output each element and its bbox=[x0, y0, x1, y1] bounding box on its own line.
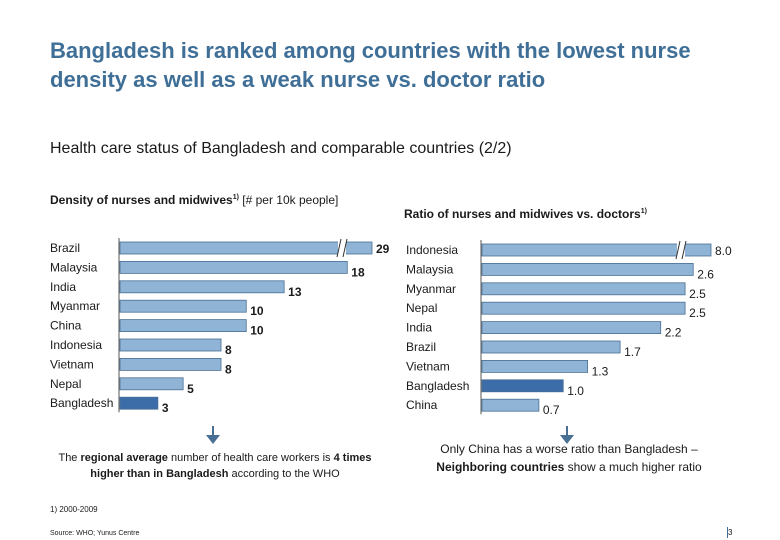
left-bar bbox=[119, 357, 222, 371]
left-chart-conclusion: The regional average number of health ca… bbox=[50, 450, 380, 482]
right-bar bbox=[481, 321, 662, 335]
page-number: 3 bbox=[728, 528, 733, 537]
left-axis-break-mark bbox=[336, 238, 342, 258]
left-chart-title: Density of nurses and midwives1) [# per … bbox=[50, 190, 370, 208]
left-bar bbox=[119, 260, 348, 274]
right-chart-conclusion: Only China has a worse ratio than Bangla… bbox=[414, 440, 724, 476]
left-category-label: Myanmar bbox=[50, 299, 100, 313]
right-note-line1: Only China has a worse ratio than Bangla… bbox=[440, 442, 698, 456]
left-value-label: 13 bbox=[288, 285, 302, 299]
left-note-part-c: number of health care workers is bbox=[167, 452, 334, 464]
right-arrow-head bbox=[560, 435, 574, 444]
left-value-label: 18 bbox=[351, 265, 365, 279]
right-category-label: Nepal bbox=[406, 301, 437, 315]
right-bar bbox=[481, 301, 686, 315]
right-value-label: 1.3 bbox=[592, 364, 609, 378]
left-value-label: 8 bbox=[225, 343, 232, 357]
left-category-label: Indonesia bbox=[50, 338, 102, 352]
left-bar bbox=[119, 396, 159, 410]
right-category-label: India bbox=[406, 321, 432, 335]
left-bar bbox=[119, 338, 222, 352]
left-down-arrow bbox=[206, 426, 220, 444]
right-bar bbox=[481, 262, 694, 276]
right-value-label: 1.7 bbox=[624, 345, 641, 359]
left-category-label: Nepal bbox=[50, 377, 81, 391]
left-category-label: India bbox=[50, 280, 76, 294]
left-chart-title-unit: [# per 10k people] bbox=[238, 193, 339, 207]
left-bar bbox=[119, 299, 247, 313]
right-value-label: 2.5 bbox=[689, 306, 706, 320]
page-number-divider bbox=[727, 527, 728, 538]
right-value-label: 2.6 bbox=[697, 267, 714, 281]
left-category-label: China bbox=[50, 319, 82, 333]
right-axis-break-mark bbox=[675, 240, 681, 260]
left-value-label: 10 bbox=[250, 324, 264, 338]
source-note: Source: WHO; Yunus Centre bbox=[50, 530, 140, 537]
right-chart-title-main: Ratio of nurses and midwives vs. doctors bbox=[404, 207, 641, 221]
right-category-label: Myanmar bbox=[406, 282, 456, 296]
page-title: Bangladesh is ranked among countries wit… bbox=[50, 38, 691, 92]
right-category-label: China bbox=[406, 398, 438, 412]
right-bar bbox=[481, 379, 564, 393]
right-bar bbox=[481, 243, 712, 257]
left-bar-chart: Brazil 29 Malaysia 18 India 13 Myanmar 10 China 1… bbox=[50, 238, 390, 415]
left-value-label: 10 bbox=[250, 304, 264, 318]
left-note-part-d: 4 times higher than in Bangladesh bbox=[90, 452, 372, 480]
right-category-label: Brazil bbox=[406, 340, 436, 354]
left-chart-title-footnote-mark: 1) bbox=[232, 194, 239, 201]
right-value-label: 2.5 bbox=[689, 287, 706, 301]
left-axis-break-gap bbox=[338, 239, 346, 257]
right-chart-title-footnote-mark: 1) bbox=[640, 208, 647, 215]
left-category-label: Malaysia bbox=[50, 260, 98, 274]
footnote: 1) 2000-2009 bbox=[50, 505, 98, 514]
right-bar bbox=[481, 282, 686, 296]
left-bar bbox=[119, 280, 285, 294]
right-value-label: 0.7 bbox=[543, 403, 560, 417]
left-axis-break-mark bbox=[342, 238, 348, 258]
right-category-label: Indonesia bbox=[406, 243, 458, 257]
right-axis-break-mark bbox=[681, 240, 687, 260]
right-value-label: 8.0 bbox=[715, 244, 732, 258]
right-axis-break-gap bbox=[677, 241, 685, 259]
right-bar bbox=[481, 340, 621, 354]
left-value-label: 5 bbox=[187, 382, 194, 396]
left-category-label: Brazil bbox=[50, 241, 80, 255]
right-note-line2-rest: show a much higher ratio bbox=[564, 460, 702, 474]
left-bar bbox=[119, 377, 184, 391]
page-subtitle: Health care status of Bangladesh and com… bbox=[50, 140, 512, 157]
right-category-label: Malaysia bbox=[406, 262, 454, 276]
left-chart-title-main: Density of nurses and midwives bbox=[50, 193, 233, 207]
left-bar bbox=[119, 241, 373, 255]
left-note-part-b: regional average bbox=[80, 452, 168, 464]
left-category-label: Bangladesh bbox=[50, 396, 113, 410]
left-value-label: 8 bbox=[225, 362, 232, 376]
left-bar bbox=[119, 319, 247, 333]
right-category-label: Vietnam bbox=[406, 359, 450, 373]
left-category-label: Vietnam bbox=[50, 357, 94, 371]
left-arrow-head bbox=[206, 435, 220, 444]
right-value-label: 1.0 bbox=[567, 384, 584, 398]
right-bar bbox=[481, 359, 589, 373]
right-note-line2-bold: Neighboring countries bbox=[436, 460, 565, 474]
right-bar bbox=[481, 398, 540, 412]
right-category-label: Bangladesh bbox=[406, 379, 469, 393]
right-chart-title: Ratio of nurses and midwives vs. doctors… bbox=[404, 204, 744, 222]
left-value-label: 3 bbox=[162, 401, 169, 415]
left-note-part-a: The bbox=[58, 452, 81, 464]
left-value-label: 29 bbox=[376, 242, 390, 256]
left-note-part-e: according to the WHO bbox=[228, 468, 340, 480]
right-down-arrow bbox=[560, 426, 574, 444]
right-value-label: 2.2 bbox=[665, 326, 682, 340]
right-bar-chart: Indonesia 8.0 Malaysia 2.6 Myanmar 2.5 Nepal 2.… bbox=[406, 240, 732, 417]
